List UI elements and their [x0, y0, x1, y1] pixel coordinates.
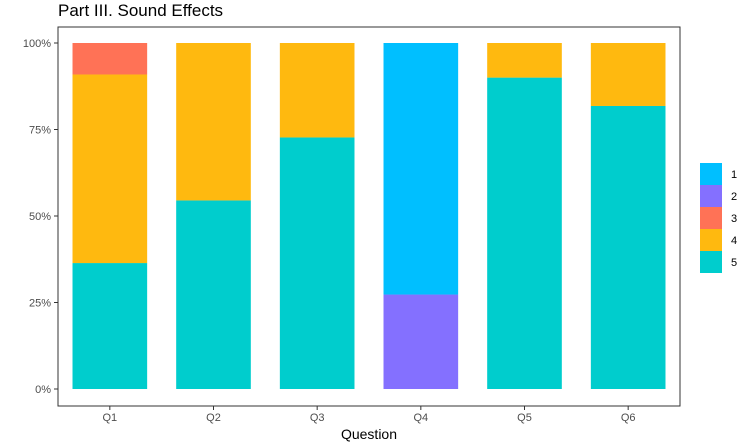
legend-key-4 — [700, 229, 722, 251]
y-axis: 0% 25% 50% 75% 100% — [23, 38, 58, 396]
legend-label: 3 — [731, 213, 737, 225]
bar-segment-q3-5 — [279, 137, 355, 389]
bar-segment-q4-2 — [383, 294, 459, 389]
plot-panel — [57, 26, 681, 407]
legend-label: 2 — [731, 191, 737, 203]
legend-label: 4 — [731, 235, 737, 247]
x-tick-label: Q3 — [310, 412, 325, 424]
bar-segment-q6-4 — [590, 43, 666, 106]
y-tick-label: 0% — [35, 384, 51, 396]
x-tick-label: Q2 — [206, 412, 221, 424]
bar-segment-q5-5 — [487, 77, 562, 389]
bar-segment-q6-5 — [590, 105, 666, 390]
legend-key-1 — [700, 163, 722, 185]
bar-segment-q5-4 — [487, 43, 562, 78]
x-tick-label: Q6 — [621, 412, 636, 424]
x-tick-label: Q5 — [517, 412, 532, 424]
bar-segment-q3-4 — [279, 43, 355, 138]
bar-segment-q2-5 — [176, 200, 251, 389]
bar-segment-q1-5 — [72, 263, 148, 389]
y-tick-label: 100% — [23, 38, 51, 50]
y-tick-label: 50% — [29, 211, 51, 223]
chart-title: Part III. Sound Effects — [58, 1, 224, 20]
legend-key-3 — [700, 207, 722, 229]
legend-label: 5 — [731, 257, 737, 269]
bar-segment-q1-4 — [72, 74, 148, 264]
legend-key-2 — [700, 185, 722, 207]
y-tick-label: 25% — [29, 298, 51, 310]
legend-label: 1 — [731, 169, 737, 181]
x-axis: Q1 Q2 Q3 Q4 Q5 Q6 — [102, 406, 636, 424]
x-tick-label: Q1 — [102, 412, 117, 424]
x-tick-label: Q4 — [413, 412, 428, 424]
bar-segment-q2-4 — [176, 43, 251, 201]
bar-segment-q4-1 — [383, 43, 459, 295]
legend: 1 2 3 4 5 — [700, 163, 737, 273]
x-axis-title: Question — [341, 426, 397, 442]
legend-key-5 — [700, 251, 722, 273]
bars-group — [72, 43, 666, 390]
y-tick-label: 75% — [29, 125, 51, 137]
bar-segment-q1-3 — [72, 43, 148, 75]
